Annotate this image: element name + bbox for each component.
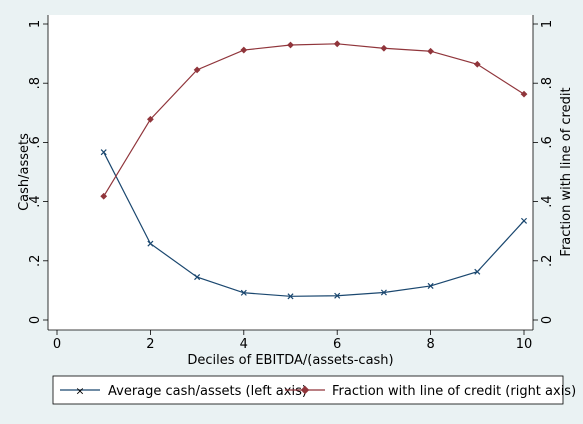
y-tick-label-right: .6 <box>540 136 555 148</box>
data-point-2 <box>333 40 341 48</box>
y-tick-label-left: .6 <box>28 136 43 148</box>
data-point-2 <box>100 192 108 200</box>
x-axis-label: Deciles of EBITDA/(assets-cash) <box>187 353 393 368</box>
series-group <box>100 40 528 300</box>
legend-marker-cash: × <box>75 385 84 398</box>
data-point-2 <box>193 66 201 74</box>
data-point-1 <box>287 293 294 300</box>
y-axis-label-left: Cash/assets <box>17 133 32 211</box>
y-tick-label-left: .2 <box>28 255 43 267</box>
data-point-2 <box>473 60 481 68</box>
data-point-2 <box>427 47 434 55</box>
data-point-1 <box>380 289 387 296</box>
series-1 <box>100 149 528 300</box>
x-tick-label: 6 <box>333 337 341 352</box>
x-tick-label: 0 <box>53 337 61 352</box>
data-point-1 <box>147 240 154 247</box>
y-tick-label-left: .8 <box>28 77 43 89</box>
y-tick-label-right: .4 <box>540 195 555 207</box>
y-axis-label-right: Fraction with line of credit <box>559 87 574 256</box>
data-point-2 <box>240 46 248 54</box>
y-tick-label-left: 0 <box>28 316 43 324</box>
x-tick-label: 10 <box>516 337 533 352</box>
data-point-2 <box>520 90 528 98</box>
data-point-1 <box>520 217 528 224</box>
data-point-1 <box>474 268 481 275</box>
legend-label-credit: Fraction with line of credit (right axis… <box>332 384 576 399</box>
x-tick-label: 8 <box>426 337 434 352</box>
x-tick-label: 4 <box>240 337 248 352</box>
y-tick-label-left: .4 <box>28 195 43 207</box>
y-tick-label-left: 1 <box>28 20 43 28</box>
series-line-1 <box>103 151 525 297</box>
y-tick-label-right: 1 <box>540 20 555 28</box>
legend: × Average cash/assets (left axis) Fracti… <box>52 375 576 405</box>
series-line-2 <box>103 43 525 197</box>
axes-group: 0 2 4 6 8 10 0 0 .2 .2 .4 .4 .6 .6 .8 .8 1 1 <box>28 15 555 352</box>
series-2 <box>100 40 528 200</box>
data-point-1 <box>334 292 341 299</box>
data-point-2 <box>287 41 294 49</box>
data-point-1 <box>427 282 434 289</box>
data-point-1 <box>240 289 247 296</box>
y-tick-label-right: .8 <box>540 77 555 89</box>
x-tick-label: 2 <box>146 337 154 352</box>
data-point-2 <box>380 44 388 52</box>
data-point-1 <box>100 149 107 156</box>
y-tick-label-right: .2 <box>540 255 555 267</box>
data-point-2 <box>147 115 154 123</box>
data-point-1 <box>194 274 201 281</box>
plot-area <box>48 15 533 330</box>
legend-marker-credit <box>300 385 310 395</box>
y-tick-label-right: 0 <box>540 316 555 324</box>
legend-label-cash: Average cash/assets (left axis) <box>108 384 307 399</box>
